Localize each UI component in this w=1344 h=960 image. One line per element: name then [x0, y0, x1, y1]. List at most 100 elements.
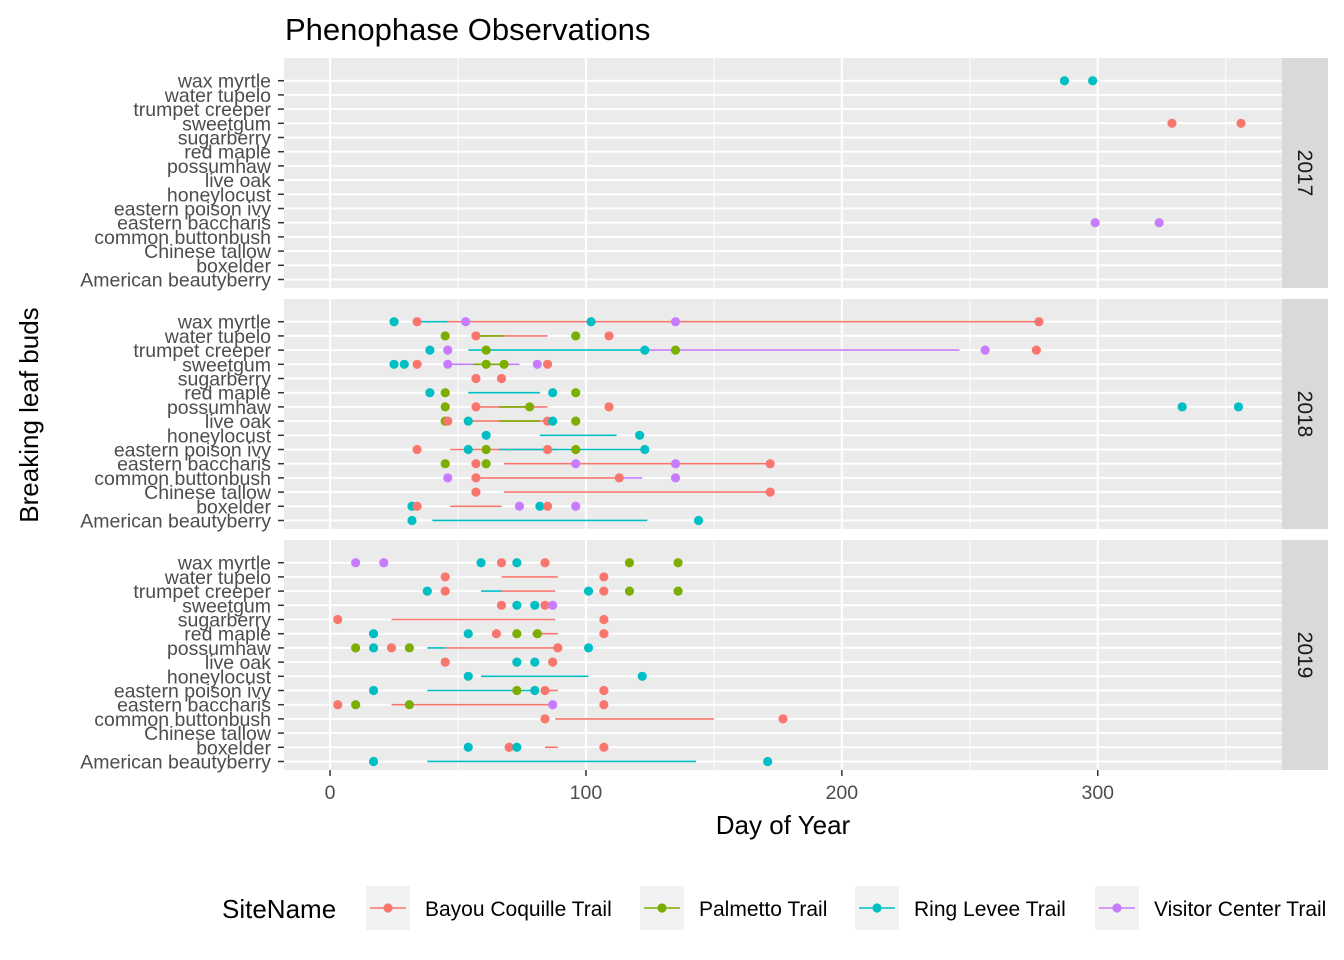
data-point [333, 700, 343, 710]
data-point [693, 515, 704, 526]
category-label: eastern poison ivy [114, 439, 271, 461]
data-point [542, 501, 553, 511]
facet-strip-label: 2018 [1293, 391, 1316, 438]
data-point [443, 345, 453, 355]
data-point [1031, 345, 1041, 355]
data-point [571, 501, 581, 511]
data-point [583, 586, 594, 596]
category-label: possumhaw [167, 156, 272, 178]
category-label: wax myrtle [177, 71, 271, 93]
facet-strip [1282, 58, 1328, 288]
data-point [670, 345, 681, 355]
data-point [548, 388, 558, 398]
data-point [640, 345, 650, 355]
data-point [512, 657, 522, 667]
category-label: wax myrtle [177, 312, 271, 334]
category-label: eastern baccharis [117, 695, 271, 717]
data-point [599, 700, 609, 710]
data-point [389, 317, 399, 327]
data-point [499, 359, 509, 369]
category-label: common buttonbush [94, 468, 271, 490]
data-point [368, 685, 379, 696]
category-label: trumpet creeper [133, 340, 271, 362]
data-point [1177, 402, 1187, 412]
data-point [412, 501, 422, 511]
data-point [440, 572, 450, 582]
data-point [368, 756, 379, 767]
data-point [471, 373, 481, 384]
data-point [443, 416, 453, 426]
data-point [1154, 218, 1164, 228]
data-point [599, 685, 609, 696]
category-label: possumhaw [167, 638, 272, 660]
category-label: Chinese tallow [144, 241, 272, 263]
data-point [407, 515, 417, 526]
data-point [471, 487, 481, 497]
data-point [476, 558, 486, 568]
data-point [463, 742, 473, 752]
data-point [461, 317, 471, 327]
data-point [553, 643, 563, 653]
legend-key-point [657, 903, 667, 913]
data-point [440, 459, 450, 469]
data-point [512, 629, 522, 639]
legend-label: Ring Levee Trail [914, 898, 1066, 921]
data-point [389, 359, 399, 369]
facet-strip-label: 2019 [1293, 632, 1316, 679]
data-point [525, 402, 535, 412]
data-point [351, 558, 361, 568]
data-point [614, 473, 624, 483]
data-point [571, 444, 581, 455]
data-point [386, 643, 397, 653]
data-point [440, 331, 450, 341]
data-point [471, 459, 481, 469]
data-point [571, 388, 581, 398]
data-point [351, 700, 361, 710]
data-point [496, 373, 507, 384]
data-point [548, 700, 558, 710]
data-point [504, 742, 514, 752]
data-point [496, 558, 507, 568]
category-label: sugarberry [178, 369, 271, 391]
data-point [463, 416, 473, 426]
category-label: sweetgum [182, 595, 271, 617]
data-point [540, 558, 550, 568]
data-point [670, 473, 681, 483]
data-point [412, 359, 422, 369]
legend-label: Bayou Coquille Trail [425, 898, 612, 921]
category-label: American beautyberry [80, 510, 271, 532]
data-point [481, 430, 491, 440]
category-label: red maple [184, 624, 271, 646]
data-point [1090, 218, 1100, 228]
data-point [440, 388, 450, 398]
data-point [512, 742, 522, 752]
category-label: Chinese tallow [144, 482, 272, 504]
category-label: wax myrtle [177, 553, 271, 575]
data-point [542, 444, 553, 455]
category-label: water tupelo [164, 326, 271, 348]
category-label: Chinese tallow [144, 723, 272, 745]
data-point [463, 671, 473, 681]
facet-strip [1282, 299, 1328, 529]
category-label: sweetgum [182, 113, 271, 135]
data-point [540, 600, 550, 610]
data-point [481, 345, 491, 355]
data-point [471, 402, 481, 412]
data-point [637, 671, 647, 681]
data-point [512, 685, 522, 696]
data-point [530, 657, 540, 667]
category-label: common buttonbush [94, 227, 271, 249]
category-label: honeylocust [167, 425, 272, 447]
x-tick-label: 300 [1081, 782, 1114, 804]
data-point [765, 459, 775, 469]
data-point [583, 643, 594, 653]
chart-title: Phenophase Observations [285, 12, 650, 47]
data-point [379, 558, 389, 568]
category-label: red maple [184, 142, 271, 164]
legend-item: Bayou Coquille Trail [366, 886, 612, 930]
data-point [763, 756, 773, 767]
data-point [532, 359, 542, 369]
data-point [481, 459, 491, 469]
x-axis-title: Day of Year [716, 810, 851, 840]
